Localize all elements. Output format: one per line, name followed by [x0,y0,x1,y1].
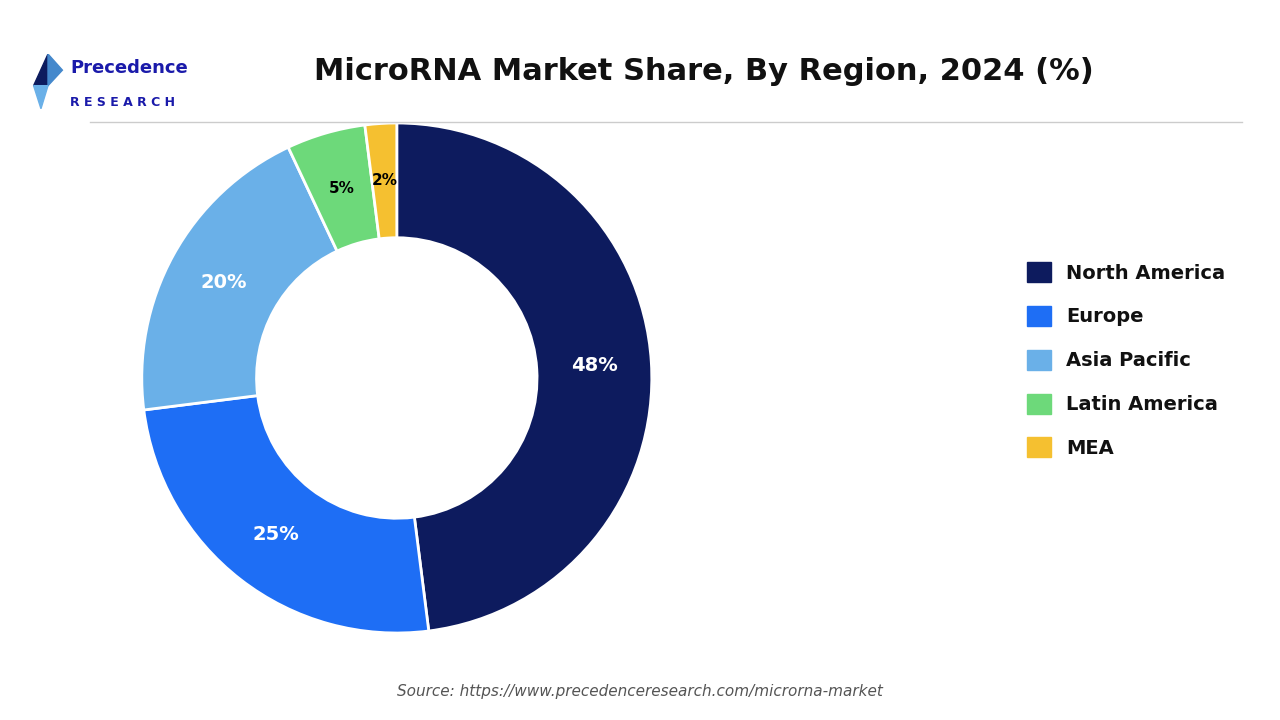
Text: MicroRNA Market Share, By Region, 2024 (%): MicroRNA Market Share, By Region, 2024 (… [314,58,1094,86]
Wedge shape [397,123,652,631]
Text: 5%: 5% [329,181,355,196]
Wedge shape [365,123,397,239]
Wedge shape [288,125,379,251]
Polygon shape [33,54,49,86]
Text: 48%: 48% [571,356,617,375]
Legend: North America, Europe, Asia Pacific, Latin America, MEA: North America, Europe, Asia Pacific, Lat… [1007,243,1244,477]
Text: 2%: 2% [371,174,397,188]
Text: R E S E A R C H: R E S E A R C H [70,96,175,109]
Text: 20%: 20% [201,274,247,292]
Polygon shape [49,54,63,86]
Polygon shape [33,86,49,109]
Wedge shape [143,395,429,633]
Wedge shape [142,148,337,410]
Text: Source: https://www.precedenceresearch.com/microrna-market: Source: https://www.precedenceresearch.c… [397,684,883,698]
Text: Precedence: Precedence [70,59,188,77]
Text: 25%: 25% [252,525,300,544]
